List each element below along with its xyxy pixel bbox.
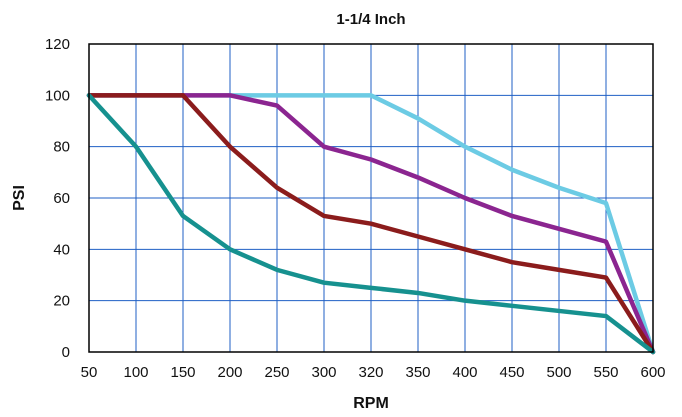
y-tick-label: 0 (62, 344, 70, 361)
tick-labels: 50 100 150 200 250 300 320 350 400 450 500 550 600 0 2… (45, 36, 666, 381)
series-line-3 (86, 93, 656, 355)
y-tick-label: 120 (45, 36, 70, 53)
x-tick-label: 50 (81, 364, 98, 381)
y-tick-label: 60 (53, 190, 70, 207)
y-tick-label: 40 (53, 241, 70, 258)
x-tick-label: 600 (640, 364, 665, 381)
x-axis-label: RPM (353, 395, 389, 412)
y-tick-label: 100 (45, 87, 70, 104)
x-tick-label: 250 (264, 364, 289, 381)
series-line-4 (86, 93, 656, 355)
series-layer (86, 93, 656, 355)
x-tick-label: 200 (217, 364, 242, 381)
x-tick-label: 400 (452, 364, 477, 381)
y-tick-label: 20 (53, 293, 70, 310)
x-tick-label: 350 (405, 364, 430, 381)
x-tick-label: 300 (311, 364, 336, 381)
x-tick-label: 500 (546, 364, 571, 381)
plot-frame (88, 43, 654, 353)
x-tick-label: 550 (593, 364, 618, 381)
chart-title: 1-1/4 Inch (336, 11, 405, 28)
x-tick-label: 320 (358, 364, 383, 381)
y-axis-label: PSI (11, 185, 28, 211)
x-tick-label: 100 (123, 364, 148, 381)
x-tick-label: 150 (170, 364, 195, 381)
y-tick-label: 80 (53, 139, 70, 156)
x-tick-label: 450 (499, 364, 524, 381)
